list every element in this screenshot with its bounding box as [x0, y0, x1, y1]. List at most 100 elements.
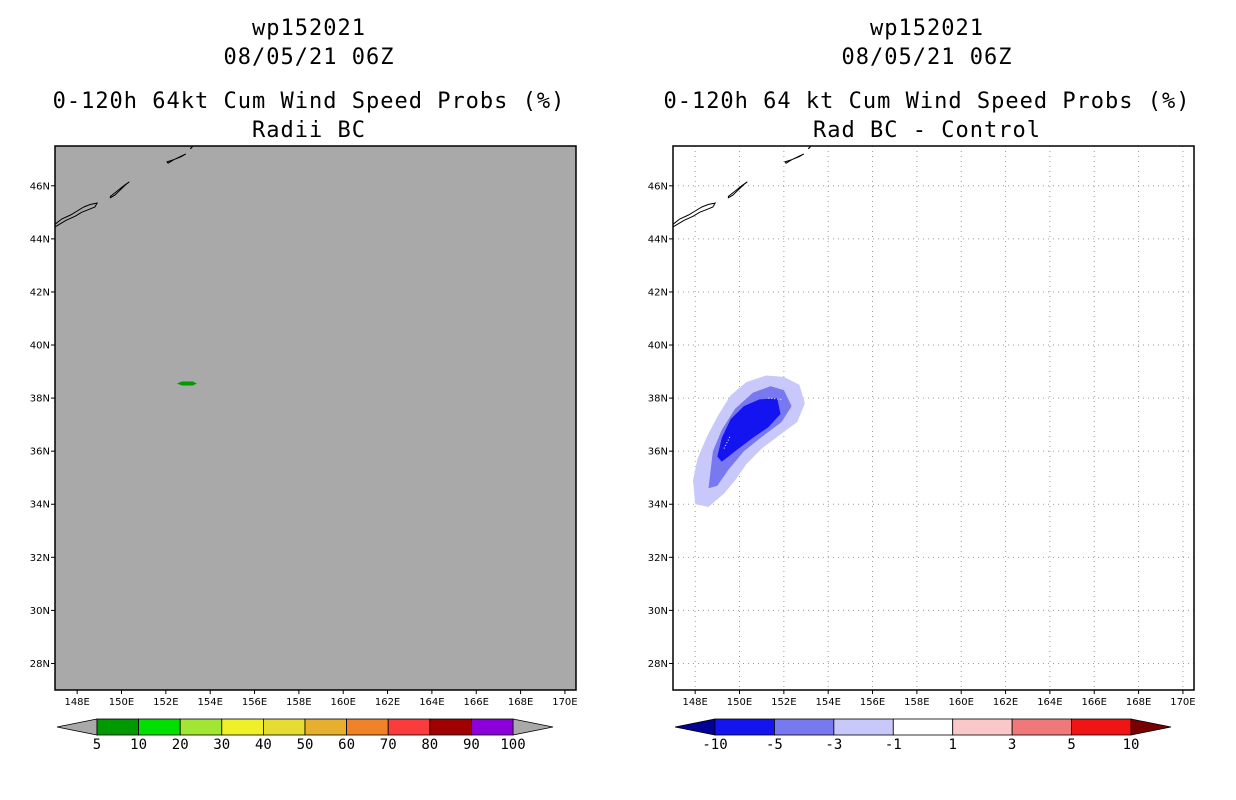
colorbar-label: 70: [380, 737, 397, 753]
x-tick-label: 170E: [1170, 697, 1195, 708]
x-tick-label: 156E: [860, 697, 885, 708]
colorbar-label: 50: [297, 737, 314, 753]
right-title-product: 0-120h 64 kt Cum Wind Speed Probs (%): [663, 89, 1191, 114]
y-tick-label: 42N: [30, 287, 50, 298]
right-title-storm-id: wp152021: [870, 16, 984, 41]
x-tick-label: 166E: [1082, 697, 1107, 708]
left-title-subtitle: Radii BC: [252, 118, 366, 143]
y-tick-label: 46N: [30, 181, 50, 192]
map-content: [55, 146, 197, 386]
y-tick-label: 38N: [648, 394, 668, 405]
colorbar-label: 60: [338, 737, 355, 753]
coastline-island: [55, 202, 99, 228]
y-tick-label: 44N: [648, 234, 668, 245]
coastline-island: [109, 181, 130, 199]
colorbar-label: 100: [500, 737, 525, 753]
colorbar-swatch: [221, 718, 264, 736]
x-tick-label: 168E: [1126, 697, 1151, 708]
right-title-subtitle: Rad BC - Control: [813, 118, 1041, 143]
colorbar-swatch: [1011, 718, 1072, 736]
x-tick-label: 150E: [109, 697, 134, 708]
colorbar-swatch: [179, 718, 223, 736]
y-tick-label: 36N: [648, 447, 668, 458]
x-tick-label: 154E: [815, 697, 840, 708]
colorbar-swatch: [387, 718, 431, 736]
y-tick-label: 42N: [648, 287, 668, 298]
x-tick-label: 162E: [993, 697, 1018, 708]
colorbar-label: 30: [213, 737, 230, 753]
colorbar-label: -5: [766, 737, 783, 753]
colorbar-label: 5: [1067, 737, 1075, 753]
y-tick-label: 38N: [30, 394, 50, 405]
colorbar-swatch: [96, 718, 139, 736]
map-frame: [54, 145, 577, 691]
map-background: [55, 146, 576, 690]
y-tick-label: 46N: [648, 181, 668, 192]
coastline-island: [807, 146, 811, 150]
colorbar-swatch: [470, 718, 514, 736]
colorbar-swatch: [952, 718, 1013, 736]
x-tick-label: 164E: [419, 697, 444, 708]
y-tick-label: 32N: [648, 553, 668, 564]
colorbar-label: 80: [421, 737, 438, 753]
colorbar-swatch: [833, 718, 894, 736]
left-title-product: 0-120h 64kt Cum Wind Speed Probs (%): [52, 89, 566, 114]
colorbar-2: -10 -5 -3 -1 1 3 5 10: [674, 718, 1172, 753]
diff-minus5-minus10: [717, 398, 781, 462]
x-tick-label: 160E: [949, 697, 974, 708]
y-tick-label: 40N: [648, 341, 668, 352]
x-tick-label: 156E: [242, 697, 267, 708]
x-tick-label: 152E: [153, 697, 178, 708]
x-tick-label: 158E: [286, 697, 311, 708]
prob-5-10: [176, 381, 197, 386]
x-tick-label: 148E: [64, 697, 89, 708]
colorbar-swatch: [1071, 718, 1132, 736]
y-tick-label: 28N: [30, 659, 50, 670]
x-tick-label: 166E: [464, 697, 489, 708]
x-tick-label: 168E: [508, 697, 533, 708]
x-tick-label: 150E: [727, 697, 752, 708]
x-tick-label: 148E: [682, 697, 707, 708]
x-tick-label: 170E: [552, 697, 577, 708]
y-tick-label: 30N: [30, 606, 50, 617]
colorbar-label: -10: [702, 737, 727, 753]
y-tick-label: 34N: [648, 500, 668, 511]
x-tick-label: 162E: [375, 697, 400, 708]
x-tick-label: 158E: [904, 697, 929, 708]
x-tick-label: 164E: [1037, 697, 1062, 708]
colorbar-swatch: [429, 718, 472, 736]
colorbar-label: 90: [463, 737, 480, 753]
colorbar-label: 20: [172, 737, 189, 753]
y-tick-label: 30N: [648, 606, 668, 617]
map-panel-2: 148E 150E 152E 154E 156E 158E 160E 162E 164E 166E…: [648, 145, 1196, 753]
colorbar-swatch: [892, 718, 954, 736]
coastline-island: [727, 181, 748, 199]
y-tick-label: 28N: [648, 659, 668, 670]
colorbar-label: 5: [93, 737, 101, 753]
colorbar-swatch: [304, 718, 347, 736]
y-tick-label: 32N: [30, 553, 50, 564]
y-tick-label: 36N: [30, 447, 50, 458]
colorbar-swatch: [774, 718, 835, 736]
left-title-storm-id: wp152021: [252, 16, 366, 41]
colorbar-swatch: [262, 718, 306, 736]
colorbar-low-extend: [56, 718, 98, 736]
left-title-datetime: 08/05/21 06Z: [223, 45, 395, 70]
colorbar-label: 10: [1123, 737, 1140, 753]
coastline-island: [673, 202, 717, 228]
colorbar-high-extend: [512, 718, 554, 736]
colorbar-swatch: [346, 718, 389, 736]
colorbar-high-extend: [1130, 718, 1172, 736]
contour-edge-marker: [768, 397, 782, 400]
x-tick-label: 152E: [771, 697, 796, 708]
map-content: [673, 146, 1194, 690]
colorbar-label: 10: [130, 737, 147, 753]
colorbar-label: -1: [885, 737, 902, 753]
coastline-island: [784, 153, 805, 164]
map-frame: [672, 145, 1195, 691]
map-panel-1: 148E 150E 152E 154E 156E 158E 160E 162E 164E 166E…: [30, 145, 578, 753]
colorbar-label: 1: [948, 737, 956, 753]
colorbar-low-extend: [674, 718, 716, 736]
colorbar-label: 3: [1008, 737, 1016, 753]
